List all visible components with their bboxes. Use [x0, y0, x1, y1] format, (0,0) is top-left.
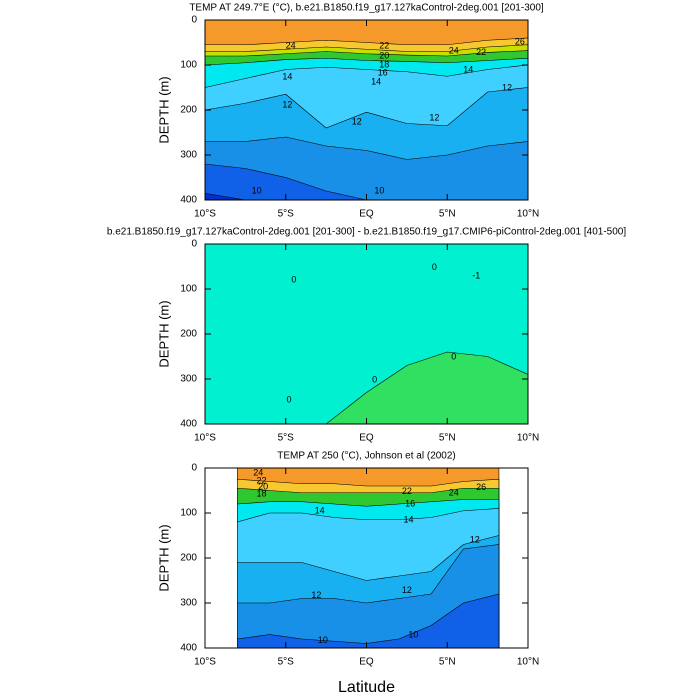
y-tick-label: 0	[191, 15, 197, 26]
x-tick-label: 10°N	[517, 433, 539, 444]
y-tick-label: 100	[180, 60, 197, 71]
contour-label: 10	[252, 185, 262, 195]
y-tick-label: 0	[191, 239, 197, 250]
contour-label: 18	[257, 488, 267, 498]
contour-label: 22	[379, 40, 389, 50]
x-tick-label: EQ	[359, 657, 374, 668]
contour-label: 0	[286, 395, 291, 405]
y-tick-label: 100	[180, 284, 197, 295]
x-tick-label: 5°N	[439, 433, 456, 444]
contour-label: 14	[315, 506, 325, 516]
y-axis-label: DEPTH (m)	[156, 300, 171, 367]
x-tick-label: 10°S	[194, 433, 216, 444]
y-tick-label: 400	[180, 195, 197, 206]
y-axis-label: DEPTH (m)	[156, 524, 171, 591]
contour-label: 18	[379, 59, 389, 69]
x-tick-label: 10°N	[517, 657, 539, 668]
contour-label: 26	[476, 482, 486, 492]
contour-label: 14	[371, 76, 381, 86]
contour-label: 24	[449, 45, 459, 55]
contour-label: 16	[378, 67, 388, 77]
contour-label: 14	[282, 72, 292, 82]
y-tick-label: 400	[180, 643, 197, 654]
x-tick-label: 5°N	[439, 209, 456, 220]
y-axis-label: DEPTH (m)	[156, 76, 171, 143]
contour-label: 12	[470, 534, 480, 544]
panel-title: b.e21.B1850.f19_g17.127kaControl-2deg.00…	[107, 227, 626, 238]
y-tick-label: 0	[191, 463, 197, 474]
x-tick-label: 5°S	[278, 657, 295, 668]
contour-label: 0	[291, 274, 296, 284]
y-tick-label: 300	[180, 150, 197, 161]
y-tick-label: 100	[180, 508, 197, 519]
contour-label: 12	[502, 82, 512, 92]
x-tick-label: EQ	[359, 209, 374, 220]
panel-title: TEMP AT 249.7°E (°C), b.e21.B1850.f19_g1…	[189, 3, 544, 14]
contour-label: 10	[408, 629, 418, 639]
contour-label: 22	[257, 475, 267, 485]
x-axis-label: Latitude	[338, 679, 395, 696]
contour-label: 20	[379, 50, 389, 60]
x-tick-label: 5°S	[278, 209, 295, 220]
x-tick-label: 10°S	[194, 209, 216, 220]
contour-label: 20	[258, 481, 268, 491]
y-tick-label: 400	[180, 419, 197, 430]
contour-label: 10	[374, 185, 384, 195]
panel-title: TEMP AT 250 (°C), Johnson et al (2002)	[277, 451, 456, 462]
contour-label: 14	[403, 515, 413, 525]
x-tick-label: 5°N	[439, 657, 456, 668]
contour-label: 12	[429, 112, 439, 122]
contour-label: 24	[253, 467, 263, 477]
x-tick-label: 5°S	[278, 433, 295, 444]
contour-label: 12	[352, 117, 362, 127]
contour-label: 10	[318, 635, 328, 645]
x-tick-label: 10°S	[194, 657, 216, 668]
y-tick-label: 200	[180, 553, 197, 564]
contour-label: 22	[402, 486, 412, 496]
contour-label: 12	[402, 585, 412, 595]
contour-label: 0	[451, 351, 456, 361]
contour-label: 12	[311, 590, 321, 600]
contour-label: 16	[405, 498, 415, 508]
contour-label: 0	[372, 374, 377, 384]
x-tick-label: 10°N	[517, 209, 539, 220]
contour-label: 0	[432, 262, 437, 272]
y-tick-label: 200	[180, 329, 197, 340]
contour-label: 22	[476, 47, 486, 57]
y-tick-label: 200	[180, 105, 197, 116]
contour-label: 12	[282, 99, 292, 109]
contour-label: 24	[449, 488, 459, 498]
contour-label: 24	[286, 40, 296, 50]
contour-label: -1	[472, 270, 480, 280]
contour-label: 26	[515, 36, 525, 46]
contour-label: 14	[463, 64, 473, 74]
y-tick-label: 300	[180, 598, 197, 609]
y-tick-label: 300	[180, 374, 197, 385]
x-tick-label: EQ	[359, 433, 374, 444]
